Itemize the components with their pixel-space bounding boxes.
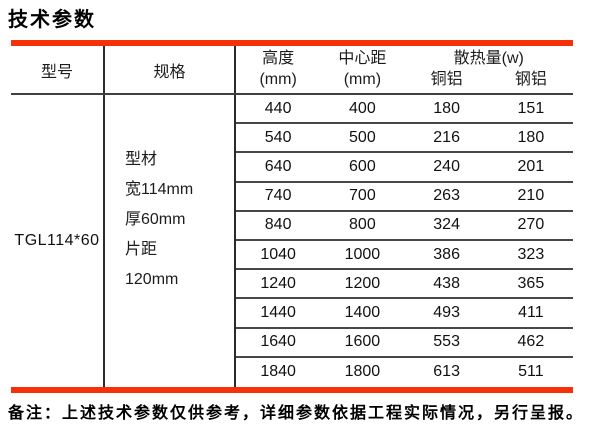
cell-height: 440: [264, 99, 292, 117]
cell-steel-al: 323: [517, 245, 545, 263]
cell-height: 740: [264, 187, 292, 205]
header-model: 型号: [11, 46, 105, 93]
cell-steel-al: 210: [517, 187, 545, 205]
cell-cu-al: 386: [433, 245, 460, 263]
table-header-row: 型号 规格 高度 中心距 散热量(w) (mm) (mm) 铜铝 钢铝: [11, 46, 573, 95]
cell-center: 700: [349, 187, 376, 205]
header-height: 高度: [262, 50, 295, 67]
cell-height: 1240: [260, 274, 296, 292]
cell-center: 1800: [344, 363, 381, 381]
cell-steel-al: 462: [517, 333, 545, 351]
cell-center: 1600: [344, 333, 381, 351]
cell-height: 1640: [260, 333, 296, 351]
cell-cu-al: 240: [433, 157, 460, 175]
cell-center: 1400: [344, 303, 381, 321]
header-steel-aluminum: 钢铝: [514, 71, 547, 88]
cell-cu-al: 438: [433, 274, 460, 292]
table-top-accent-bar: [11, 40, 573, 46]
table-row: 1440 1400 493 411: [236, 299, 573, 329]
footnote: 备注：上述技术参数仅供参考，详细参数依据工程实际情况，另行呈报。: [8, 405, 585, 422]
table-row: 540 500 216 180: [236, 124, 573, 154]
cell-height: 840: [264, 216, 292, 234]
table-body: TGL114*60 型材 宽114mm 厚60mm 片距 120mm 440 4…: [11, 95, 573, 387]
cell-steel-al: 180: [517, 128, 545, 146]
header-center-distance-unit: (mm): [343, 71, 382, 88]
cell-center: 1200: [344, 274, 381, 292]
spec-line: 厚60mm: [125, 211, 186, 228]
cell-height: 540: [264, 128, 292, 146]
header-spec: 规格: [105, 46, 236, 93]
header-data-grid: 高度 中心距 散热量(w) (mm) (mm) 铜铝 钢铝: [236, 46, 573, 93]
cell-steel-al: 201: [517, 157, 545, 175]
spec-line: 型材: [125, 151, 158, 168]
cell-cu-al: 553: [433, 333, 460, 351]
table-row: 740 700 263 210: [236, 183, 573, 212]
header-copper-aluminum: 铜铝: [430, 71, 463, 88]
cell-steel-al: 411: [518, 303, 544, 321]
model-cell: TGL114*60: [11, 95, 105, 387]
table-row: 640 600 240 201: [236, 153, 573, 183]
cell-height: 1840: [260, 363, 296, 381]
spec-line: 宽114mm: [125, 181, 194, 198]
table-row: 440 400 180 151: [236, 95, 573, 125]
cell-cu-al: 324: [433, 216, 460, 234]
page-title: 技术参数: [8, 9, 96, 31]
table-row: 1240 1200 438 365: [236, 270, 573, 300]
header-heat-output: 散热量(w): [453, 50, 524, 67]
cell-cu-al: 216: [433, 128, 460, 146]
table-row: 840 800 324 270: [236, 212, 573, 241]
cell-cu-al: 180: [433, 99, 460, 117]
header-height-unit: (mm): [259, 71, 297, 88]
cell-steel-al: 151: [517, 99, 545, 117]
cell-center: 500: [349, 128, 376, 146]
cell-steel-al: 511: [518, 363, 544, 381]
spec-line: 片距: [125, 241, 158, 258]
table-row: 1040 1000 386 323: [236, 241, 573, 271]
cell-cu-al: 263: [433, 187, 460, 205]
table-row: 1840 1800 613 511: [236, 358, 573, 387]
table-row: 1640 1600 553 462: [236, 329, 573, 358]
table-bottom-accent-bar: [11, 387, 573, 393]
cell-height: 640: [264, 157, 292, 175]
cell-cu-al: 493: [433, 303, 460, 321]
spec-line: 120mm: [125, 271, 179, 288]
spec-cell: 型材 宽114mm 厚60mm 片距 120mm: [105, 95, 236, 387]
cell-steel-al: 270: [517, 216, 545, 234]
header-center-distance: 中心距: [338, 50, 387, 67]
cell-height: 1040: [260, 245, 296, 263]
cell-cu-al: 613: [433, 363, 460, 381]
cell-center: 600: [349, 157, 376, 175]
cell-center: 800: [349, 216, 376, 234]
cell-center: 1000: [344, 245, 381, 263]
parameters-table: 型号 规格 高度 中心距 散热量(w) (mm) (mm) 铜铝 钢铝 TGL1…: [11, 40, 573, 393]
data-rows: 440 400 180 151 540 500 216 180 640 600 …: [236, 95, 573, 387]
cell-height: 1440: [260, 303, 296, 321]
cell-center: 400: [349, 99, 376, 117]
header-data-group: 高度 中心距 散热量(w) (mm) (mm) 铜铝 钢铝: [236, 46, 573, 93]
cell-steel-al: 365: [517, 274, 545, 292]
